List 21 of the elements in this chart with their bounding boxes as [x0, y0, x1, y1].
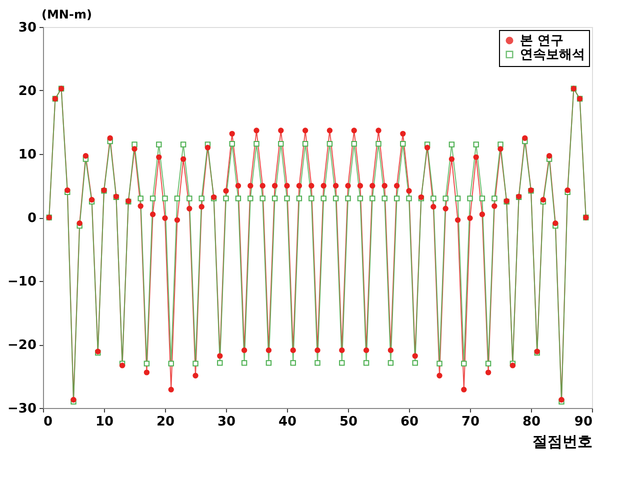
x-tick-label: 50 [339, 414, 358, 430]
x-tick-label: 60 [400, 414, 419, 430]
x-tick-label: 70 [461, 414, 480, 430]
x-tick-label: 40 [278, 414, 297, 430]
x-axis-title: 절점번호 [532, 432, 592, 450]
y-tick-label: −10 [8, 274, 36, 290]
legend-label: 본 연구 [520, 34, 564, 48]
y-tick-label: −20 [8, 338, 36, 353]
x-tick-label: 90 [574, 414, 592, 430]
x-tick-label: 80 [522, 414, 541, 430]
y-axis-title: (MN-m) [42, 8, 92, 22]
y-tick-label: 30 [18, 20, 36, 36]
x-tick-label: 0 [44, 414, 53, 430]
x-tick-label: 20 [156, 414, 175, 430]
x-tick-label: 10 [95, 414, 114, 430]
y-tick-label: 10 [18, 148, 36, 162]
y-tick-label: 20 [18, 84, 36, 99]
x-tick-label: 30 [217, 414, 236, 430]
y-tick-label: 0 [27, 211, 36, 226]
legend-label: 연속보해석 [520, 48, 585, 62]
y-tick-label: −30 [8, 402, 36, 416]
